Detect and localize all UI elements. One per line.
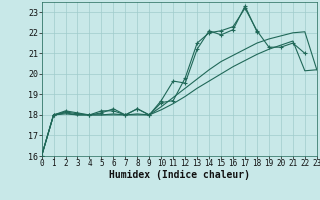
X-axis label: Humidex (Indice chaleur): Humidex (Indice chaleur) — [109, 170, 250, 180]
